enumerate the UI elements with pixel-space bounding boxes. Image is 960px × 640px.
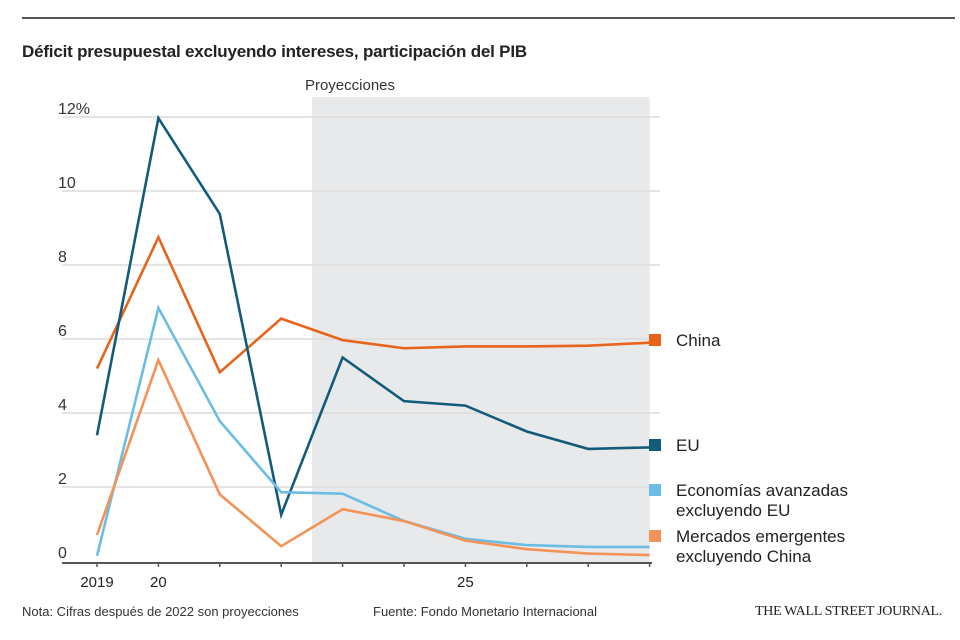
y-tick-label: 12% bbox=[58, 101, 90, 118]
x-tick-label: 2019 bbox=[80, 574, 113, 591]
legend-label: EU bbox=[676, 436, 700, 455]
y-tick-label: 6 bbox=[58, 323, 67, 340]
legend-label: excluyendo EU bbox=[676, 501, 790, 520]
legend-label: China bbox=[676, 331, 721, 350]
y-tick-label: 4 bbox=[58, 397, 67, 414]
legend-label: Economías avanzadas bbox=[676, 481, 848, 500]
legend-label: excluyendo China bbox=[676, 547, 812, 566]
projection-shading bbox=[311, 97, 650, 563]
series-line-0 bbox=[95, 234, 650, 375]
legend-swatch bbox=[649, 530, 661, 542]
x-tick-label: 25 bbox=[457, 574, 474, 591]
top-rule bbox=[22, 17, 955, 19]
chart-title: Déficit presupuestal excluyendo interese… bbox=[22, 42, 527, 61]
y-tick-label: 2 bbox=[58, 471, 67, 488]
x-tick-label: 20 bbox=[150, 574, 167, 591]
legend-swatch bbox=[649, 334, 661, 346]
series-line-2 bbox=[95, 304, 650, 557]
series-line-1 bbox=[95, 114, 650, 520]
source-note: Fuente: Fondo Monetario Internacional bbox=[373, 604, 598, 619]
legend-swatch bbox=[649, 439, 661, 451]
y-tick-label: 10 bbox=[58, 175, 76, 192]
footnote: Nota: Cifras después de 2022 son proyecc… bbox=[22, 604, 299, 619]
publisher-logo: THE WALL STREET JOURNAL. bbox=[755, 604, 942, 619]
legend-label: Mercados emergentes bbox=[676, 527, 845, 546]
y-tick-label: 0 bbox=[58, 545, 67, 562]
series-line-3 bbox=[95, 356, 650, 557]
y-tick-label: 8 bbox=[58, 249, 67, 266]
legend-swatch bbox=[649, 484, 661, 496]
projection-label: Proyecciones bbox=[305, 77, 395, 94]
